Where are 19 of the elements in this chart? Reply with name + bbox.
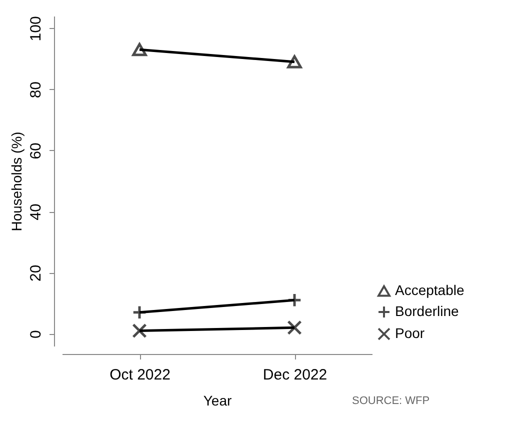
x-tick-label: Dec 2022 xyxy=(262,366,328,384)
point xyxy=(132,323,147,338)
point xyxy=(132,305,147,320)
legend-label: Poor xyxy=(395,325,425,341)
point xyxy=(132,43,147,56)
y-tick-label: 40 xyxy=(28,204,44,220)
y-axis-title: Households (%) xyxy=(8,132,24,232)
legend-label: Acceptable xyxy=(395,282,464,298)
y-tick-label: 60 xyxy=(28,142,44,160)
y-tick-label: 20 xyxy=(28,264,44,282)
point xyxy=(287,292,302,308)
y-tick-label: 80 xyxy=(28,81,44,98)
y-tick-label: 100 xyxy=(28,16,44,42)
x-axis-title: Year xyxy=(203,392,232,408)
point xyxy=(287,320,302,336)
x-tick-label: Oct 2022 xyxy=(110,366,170,384)
source-note: SOURCE: WFP xyxy=(352,395,430,407)
y-tick-label: 0 xyxy=(28,330,44,338)
legend-label: Borderline xyxy=(395,303,460,319)
